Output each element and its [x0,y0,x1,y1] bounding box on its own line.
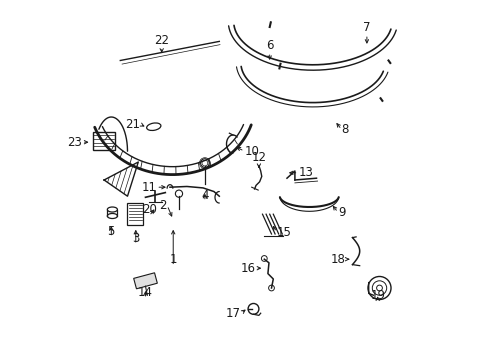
Text: 8: 8 [341,123,348,136]
Text: 19: 19 [369,289,385,302]
Text: 22: 22 [154,34,169,47]
Bar [127,203,142,225]
Text: 21: 21 [125,118,140,131]
Text: 9: 9 [337,206,345,219]
Text: 7: 7 [363,21,370,34]
Text: 13: 13 [298,166,313,179]
Text: 2: 2 [159,199,167,212]
Text: 12: 12 [251,151,266,164]
Bar [92,132,115,150]
Text: 15: 15 [276,226,291,239]
Text: 10: 10 [244,145,259,158]
Text: 1: 1 [169,253,177,266]
Text: 5: 5 [107,225,115,238]
Text: 17: 17 [225,307,241,320]
Text: 14: 14 [138,286,153,299]
Text: 16: 16 [240,262,255,275]
Text: 11: 11 [141,181,156,194]
Bar [133,273,157,289]
Text: 23: 23 [67,136,81,149]
Text: 20: 20 [142,203,156,216]
Text: 6: 6 [265,39,273,52]
Text: 4: 4 [201,189,208,202]
Text: 3: 3 [132,232,139,245]
Text: 18: 18 [330,253,345,266]
